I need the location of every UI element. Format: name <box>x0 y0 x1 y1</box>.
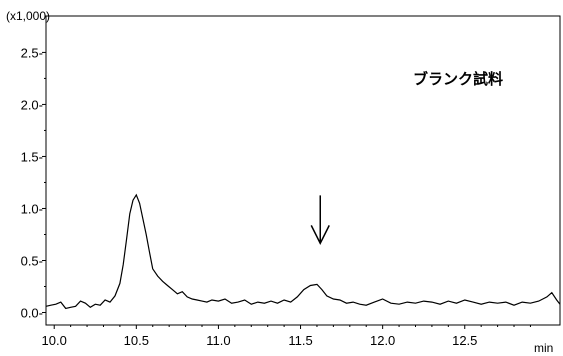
chromatogram-trace <box>45 193 561 310</box>
arrow-head <box>310 225 330 246</box>
x-tick-label: 10.5 <box>124 333 149 348</box>
annotation-arrow <box>310 195 330 246</box>
x-axis: 10.0 10.5 11.0 11.5 12.0 12.5 <box>42 325 531 348</box>
x-tick-label: 11.5 <box>288 333 312 348</box>
y-tick-label: 2.0- <box>21 97 43 112</box>
x-tick-label: 10.0 <box>42 333 67 348</box>
annotation-label: ブランク試料 <box>413 70 503 88</box>
y-tick-label: 1.0- <box>21 201 43 216</box>
x-tick-label: 11.0 <box>206 333 230 348</box>
y-tick-label: 1.5- <box>21 149 43 164</box>
x-axis-label: min <box>534 341 553 355</box>
y-multiplier-label: (x1,000) <box>6 9 50 23</box>
x-tick-label: 12.5 <box>452 333 477 348</box>
y-tick-label: 2.5- <box>21 45 43 60</box>
y-tick-label: 0.0- <box>21 306 43 321</box>
x-tick-label: 12.0 <box>370 333 395 348</box>
plot-frame <box>45 15 561 326</box>
y-axis: 0.0- 0.5- 1.0- 1.5- 2.0- 2.5- <box>21 45 46 321</box>
y-tick-label: 0.5- <box>21 253 43 268</box>
